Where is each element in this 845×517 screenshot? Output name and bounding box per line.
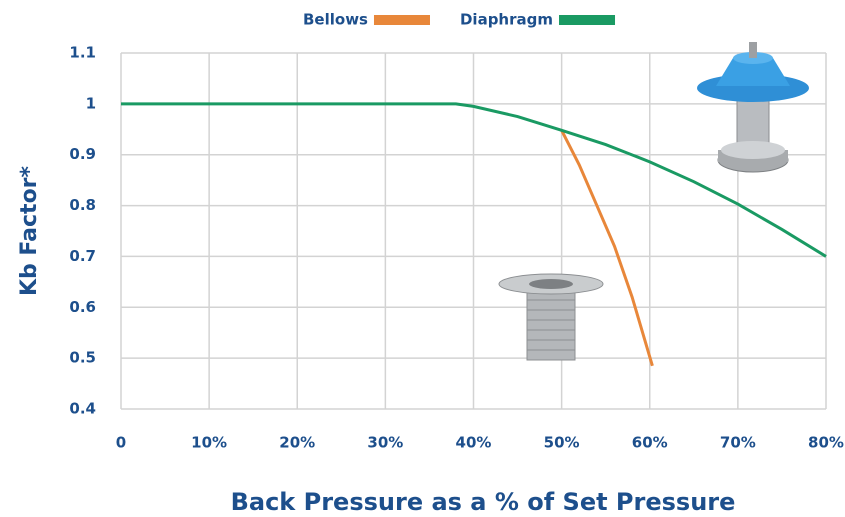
x-tick-label: 30% <box>367 434 403 452</box>
legend-label: Bellows <box>303 11 368 29</box>
x-tick-label: 70% <box>720 434 756 452</box>
y-tick-label: 0.8 <box>69 196 96 214</box>
y-tick-label: 0.9 <box>69 145 96 163</box>
y-tick-label: 0.6 <box>69 298 96 316</box>
x-tick-label: 10% <box>191 434 227 452</box>
y-tick-label: 1 <box>86 94 96 112</box>
x-tick-label: 40% <box>456 434 492 452</box>
y-axis-label: Kb Factor* <box>17 165 42 296</box>
y-tick-label: 0.4 <box>69 400 96 418</box>
x-axis-label: Back Pressure as a % of Set Pressure <box>231 488 736 516</box>
legend: Bellows Diaphragm <box>303 11 615 29</box>
page: {"chart_data": {"type": "line", "x_label… <box>0 0 845 517</box>
x-tick-label: 60% <box>632 434 668 452</box>
legend-label: Diaphragm <box>460 11 553 29</box>
x-tick-label: 20% <box>279 434 315 452</box>
x-tick-label: 80% <box>808 434 844 452</box>
y-tick-label: 0.5 <box>69 349 96 367</box>
x-tick-label: 50% <box>544 434 580 452</box>
x-tick-label: 0 <box>116 434 126 452</box>
y-tick-label: 0.7 <box>69 247 96 265</box>
chart: Kb Factor* Back Pressure as a % of Set P… <box>0 0 845 517</box>
y-tick-label: 1.1 <box>69 44 96 62</box>
legend-swatch <box>374 15 430 25</box>
legend-swatch <box>559 15 615 25</box>
